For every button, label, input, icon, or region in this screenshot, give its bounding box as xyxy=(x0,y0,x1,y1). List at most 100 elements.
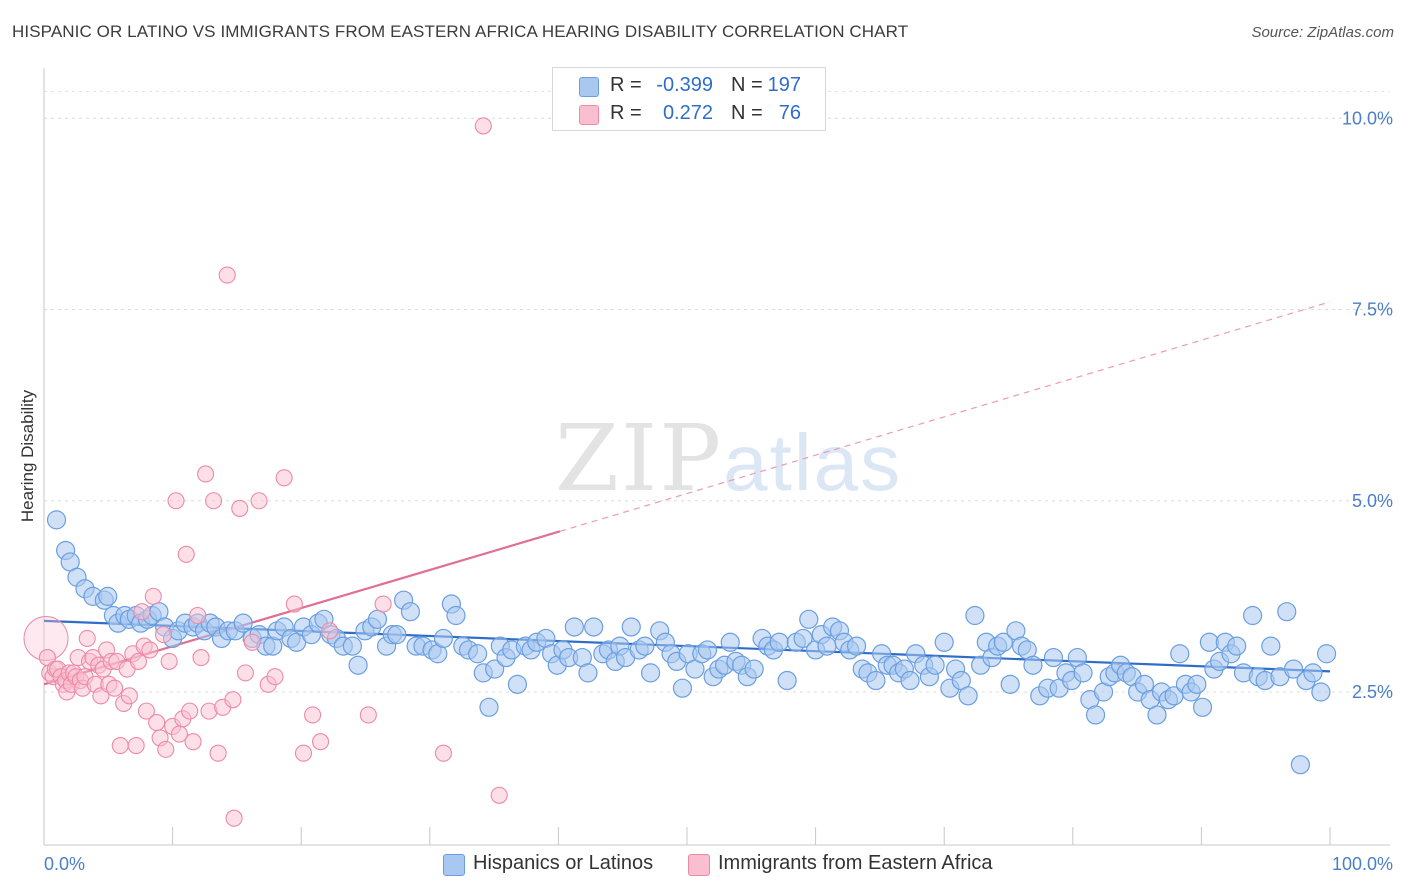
series-eastern-africa-points xyxy=(23,117,508,827)
point-hispanics xyxy=(433,628,454,649)
watermark: ZIPatlas xyxy=(555,405,902,512)
point-eastern-africa xyxy=(127,736,145,755)
point-hispanics xyxy=(1261,636,1281,656)
point-eastern-africa xyxy=(374,595,392,613)
point-eastern-africa xyxy=(321,622,339,640)
point-eastern-africa xyxy=(148,714,166,732)
point-eastern-africa xyxy=(111,736,129,755)
point-eastern-africa xyxy=(157,740,175,758)
legend-swatch-pink xyxy=(579,105,599,125)
point-hispanics xyxy=(342,636,363,656)
point-hispanics xyxy=(925,655,945,675)
point-hispanics xyxy=(1000,674,1020,694)
point-eastern-africa xyxy=(181,702,199,720)
point-hispanics xyxy=(367,609,388,629)
point-hispanics xyxy=(640,663,661,683)
point-hispanics xyxy=(777,670,797,691)
point-hispanics xyxy=(1085,705,1106,725)
point-eastern-africa xyxy=(192,649,210,667)
y-tick-label: 10.0% xyxy=(1342,108,1393,128)
point-hispanics xyxy=(866,670,886,691)
point-hispanics xyxy=(1073,663,1093,683)
legend-swatch-blue xyxy=(579,77,599,97)
point-hispanics xyxy=(621,617,641,637)
point-eastern-africa xyxy=(184,733,202,751)
point-eastern-africa xyxy=(78,629,96,648)
y-axis-label: Hearing Disability xyxy=(18,389,37,522)
legend: R = -0.399 N = 197 R = 0.272 N = 76 xyxy=(552,67,826,131)
point-hispanics xyxy=(98,586,118,606)
point-hispanics xyxy=(1199,632,1219,652)
point-hispanics xyxy=(1147,705,1167,725)
legend-r-label: R = xyxy=(610,74,642,96)
point-eastern-africa xyxy=(177,545,195,563)
legend-row-hispanics: R = -0.399 N = 197 xyxy=(553,74,825,100)
bottom-legend-label: Hispanics or Latinos xyxy=(473,852,654,874)
y-tick-labels: 2.5% 5.0% 7.5% 10.0% xyxy=(1342,108,1393,702)
point-hispanics xyxy=(720,632,740,652)
point-hispanics xyxy=(578,663,598,683)
point-eastern-africa xyxy=(133,603,151,621)
point-hispanics xyxy=(1311,682,1331,702)
point-eastern-africa xyxy=(218,266,236,284)
point-hispanics xyxy=(697,640,718,660)
point-hispanics xyxy=(817,636,837,656)
point-eastern-africa xyxy=(137,702,155,720)
y-tick-label: 2.5% xyxy=(1352,682,1393,702)
x-tick-label: 100.0% xyxy=(1332,854,1393,874)
point-eastern-africa xyxy=(120,687,138,705)
gridlines xyxy=(44,90,1390,693)
legend-n-value: 197 xyxy=(767,74,801,96)
point-hispanics xyxy=(46,510,67,530)
point-hispanics xyxy=(1283,659,1304,679)
point-eastern-africa xyxy=(129,652,148,670)
point-hispanics xyxy=(1277,602,1297,622)
point-eastern-africa xyxy=(359,706,377,724)
point-eastern-africa xyxy=(311,733,330,751)
point-hispanics xyxy=(233,613,253,633)
point-hispanics xyxy=(672,678,693,698)
point-hispanics xyxy=(799,609,819,629)
bottom-legend-swatch-blue xyxy=(443,854,465,876)
point-hispanics xyxy=(1243,605,1263,626)
chart-title: HISPANIC OR LATINO VS IMMIGRANTS FROM EA… xyxy=(12,22,909,41)
point-hispanics xyxy=(1170,644,1190,664)
series-hispanics-points xyxy=(46,510,1337,775)
legend-n-label: N = xyxy=(731,102,763,124)
trend-line-eastern-africa-extension xyxy=(559,301,1331,532)
point-eastern-africa xyxy=(285,595,303,613)
point-hispanics xyxy=(564,617,584,637)
point-eastern-africa xyxy=(243,633,261,651)
point-hispanics xyxy=(348,655,368,675)
legend-n-value: 76 xyxy=(778,102,801,124)
point-eastern-africa xyxy=(197,465,215,483)
legend-n-label: N = xyxy=(731,74,763,96)
point-hispanics xyxy=(1023,655,1043,675)
point-eastern-africa xyxy=(209,744,227,762)
point-hispanics xyxy=(1227,636,1247,656)
legend-r-label: R = xyxy=(610,102,642,124)
point-hispanics xyxy=(1187,674,1207,694)
point-eastern-africa xyxy=(106,679,124,697)
point-hispanics xyxy=(846,636,867,656)
point-hispanics xyxy=(744,659,764,679)
bottom-legend-label: Immigrants from Eastern Africa xyxy=(718,852,993,874)
point-eastern-africa xyxy=(167,492,185,510)
watermark-zip: ZIP xyxy=(555,405,724,512)
legend-r-value: 0.272 xyxy=(662,102,713,124)
y-tick-label: 7.5% xyxy=(1352,300,1393,320)
point-eastern-africa xyxy=(236,664,254,682)
point-hispanics xyxy=(769,632,789,652)
point-hispanics xyxy=(1316,644,1337,664)
bottom-legend-swatch-pink xyxy=(688,854,710,876)
point-hispanics xyxy=(793,628,813,649)
point-eastern-africa xyxy=(250,492,268,510)
point-hispanics xyxy=(1043,647,1064,668)
point-hispanics xyxy=(958,686,978,706)
watermark-atlas: atlas xyxy=(723,418,903,507)
point-eastern-africa xyxy=(205,492,223,510)
point-eastern-africa xyxy=(225,809,243,827)
point-hispanics xyxy=(965,605,985,626)
y-tick-label: 5.0% xyxy=(1352,491,1393,511)
x-tick-label: 0.0% xyxy=(44,854,85,874)
